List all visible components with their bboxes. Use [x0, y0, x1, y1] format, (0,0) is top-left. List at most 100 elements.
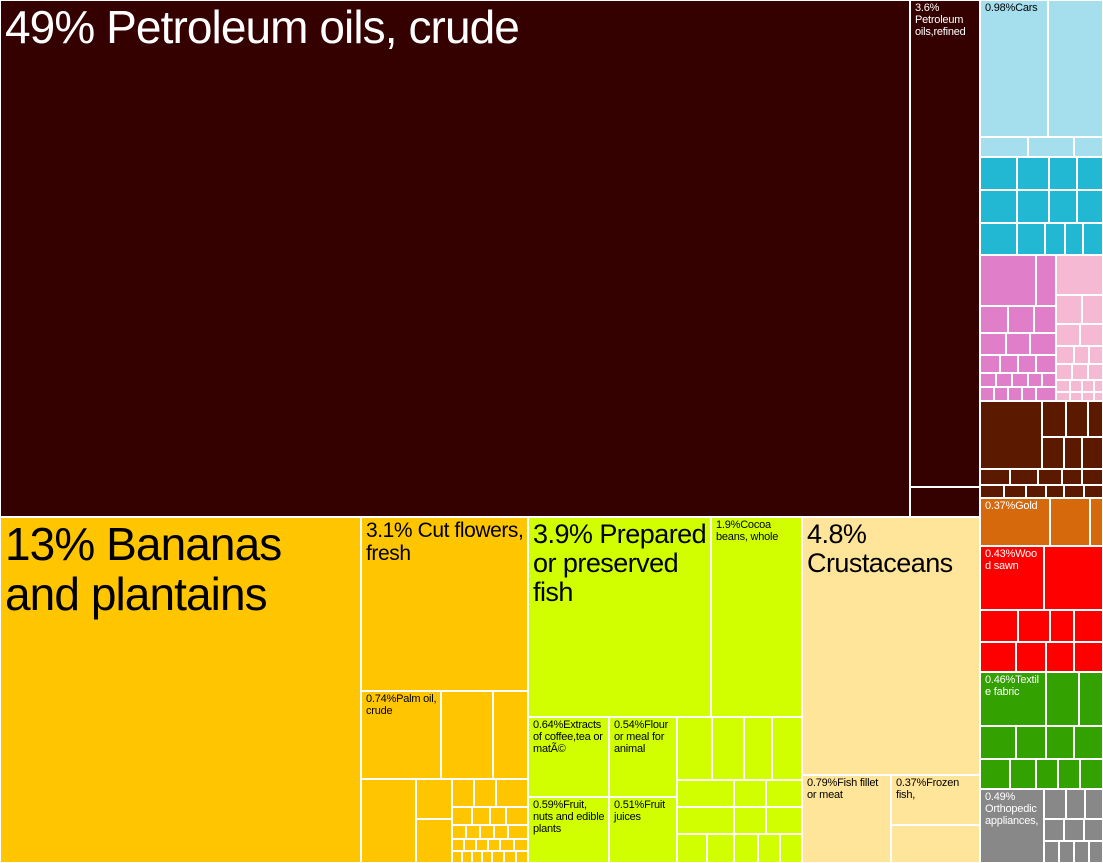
tile-wood-sawn: 0.43%Wood sawn — [980, 546, 1044, 610]
tile-vegetables-21 — [488, 839, 500, 851]
tile-bananas-label: 13% Bananas and plantains — [5, 518, 282, 620]
tile-foodstuffs-34 — [772, 717, 802, 780]
tile-transport-49 — [1028, 137, 1074, 157]
tile-chemicals-84 — [1022, 387, 1036, 401]
tile-textiles-143 — [1058, 759, 1080, 789]
tile-wood-130 — [980, 642, 1016, 672]
tile-chemicals_light-87 — [1056, 295, 1082, 324]
tile-textiles-140 — [980, 759, 1010, 789]
tile-chemicals-73 — [1000, 355, 1018, 373]
tile-machines-58 — [1077, 190, 1103, 223]
tile-chemicals_light-93 — [1089, 346, 1103, 364]
tile-chemicals_light-99 — [1082, 380, 1094, 392]
tile-chemicals-82 — [994, 387, 1008, 401]
tile-chemicals-78 — [1012, 373, 1028, 387]
tile-chemicals_light-101 — [1056, 392, 1070, 401]
tile-vegetables-8 — [496, 779, 528, 807]
tile-instruments-147 — [1085, 789, 1103, 819]
tile-foodstuffs-39 — [734, 807, 766, 834]
tile-vegetables-7 — [474, 779, 496, 807]
tile-chemicals_light-100 — [1094, 380, 1103, 392]
tile-instruments-145 — [1044, 789, 1066, 819]
tile-vegetables-9 — [452, 807, 472, 825]
tile-cut-flowers-label: 3.1% Cut flowers, fresh — [366, 519, 524, 565]
tile-mineral-110 — [1064, 437, 1082, 469]
tile-chemicals-71 — [1030, 333, 1056, 355]
tile-machines-54 — [1077, 157, 1103, 190]
tile-textile-fabric-label: 0.46%Textile fabric — [985, 674, 1039, 698]
tile-petroleum-crude: 49% Petroleum oils, crude — [0, 0, 910, 517]
tile-machines-61 — [1045, 223, 1065, 255]
tile-vegetables-12 — [506, 807, 528, 825]
tile-chemicals_light-95 — [1072, 364, 1088, 380]
tile-orthopedic-label: 0.49% Orthopedic appliances, — [985, 791, 1039, 827]
tile-chemicals-74 — [1018, 355, 1036, 373]
tile-orthopedic: 0.49% Orthopedic appliances, — [980, 789, 1044, 863]
tile-chemicals_light-94 — [1056, 364, 1072, 380]
tile-gold-label: 0.37%Gold — [985, 500, 1038, 512]
tile-textiles-135 — [1079, 672, 1103, 726]
tile-foodstuffs-32 — [712, 717, 744, 780]
tile-mineral-120 — [1046, 485, 1064, 498]
tile-frozen-fish-label: 0.37%Frozen fish, — [896, 777, 960, 801]
tile-foodstuffs-43 — [734, 834, 758, 863]
tile-instruments-151 — [1044, 841, 1059, 863]
tile-foodstuffs-33 — [744, 717, 772, 780]
tile-wood-sawn-label: 0.43%Wood sawn — [985, 548, 1037, 572]
tile-vegetables-30 — [516, 851, 528, 863]
tile-chemicals_light-91 — [1056, 346, 1074, 364]
tile-textiles-139 — [1074, 726, 1103, 759]
tile-mineral-117 — [980, 485, 1004, 498]
tile-vegetables-3 — [361, 779, 416, 863]
tile-mineral-113 — [1010, 469, 1038, 485]
tile-cocoa-beans: 1.9%Cocoa beans, whole — [711, 517, 802, 717]
tile-machines-63 — [1083, 223, 1103, 255]
tile-instruments-149 — [1064, 819, 1084, 841]
tile-vegetables-14 — [466, 825, 480, 839]
tile-machines-53 — [1049, 157, 1077, 190]
tile-vegetables-6 — [452, 779, 474, 807]
tile-vegetables-18 — [452, 839, 464, 851]
tile-mineral-107 — [1066, 401, 1088, 437]
tile-chemicals_light-89 — [1056, 324, 1080, 346]
tile-flour-meal-label: 0.54%Flour or meal for animal — [614, 719, 669, 755]
tile-textiles-144 — [1080, 759, 1103, 789]
tile-mineral-106 — [1042, 401, 1066, 437]
tile-textile-fabric: 0.46%Textile fabric — [980, 672, 1046, 726]
tile-fruit-juices-label: 0.51%Fruit juices — [614, 799, 665, 823]
tile-foodstuffs-38 — [677, 807, 734, 834]
tile-metals_precious-124 — [1090, 498, 1103, 546]
tile-wood-132 — [1046, 642, 1074, 672]
tile-instruments-146 — [1066, 789, 1085, 819]
tile-fruit-juices: 0.51%Fruit juices — [609, 797, 677, 863]
tile-chemicals_light-103 — [1082, 392, 1094, 401]
tile-mineral-115 — [1062, 469, 1082, 485]
tile-textiles-134 — [1046, 672, 1079, 726]
tile-textiles-137 — [1016, 726, 1046, 759]
tile-chemicals_light-92 — [1074, 346, 1089, 364]
tile-instruments-150 — [1084, 819, 1103, 841]
tile-chemicals-80 — [1042, 373, 1056, 387]
tile-chemicals-72 — [980, 355, 1000, 373]
tile-mineral-118 — [1004, 485, 1026, 498]
tile-mineral-109 — [1042, 437, 1064, 469]
tile-chemicals-70 — [1006, 333, 1030, 355]
tile-mineral-111 — [1082, 437, 1103, 469]
tile-chemicals-67 — [1008, 306, 1034, 333]
tile-petroleum-refined-label: 3.6% Petroleum oils,refined — [915, 2, 966, 38]
tile-mineral-114 — [1038, 469, 1062, 485]
tile-transport-47 — [1048, 0, 1103, 137]
tile-wood-128 — [1050, 610, 1074, 642]
tile-instruments-148 — [1044, 819, 1064, 841]
tile-mineral-105 — [980, 401, 1042, 469]
tile-vegetables-17 — [508, 825, 528, 839]
tile-foodstuffs-36 — [734, 780, 766, 807]
tile-chemicals_light-98 — [1070, 380, 1082, 392]
tile-vegetables-24 — [452, 851, 462, 863]
tile-chemicals-68 — [1034, 306, 1056, 333]
tile-chemicals-65 — [1036, 255, 1056, 306]
tile-chemicals_light-90 — [1080, 324, 1103, 346]
tile-wood-131 — [1016, 642, 1046, 672]
tile-textiles-142 — [1036, 759, 1058, 789]
tile-machines-59 — [980, 223, 1017, 255]
